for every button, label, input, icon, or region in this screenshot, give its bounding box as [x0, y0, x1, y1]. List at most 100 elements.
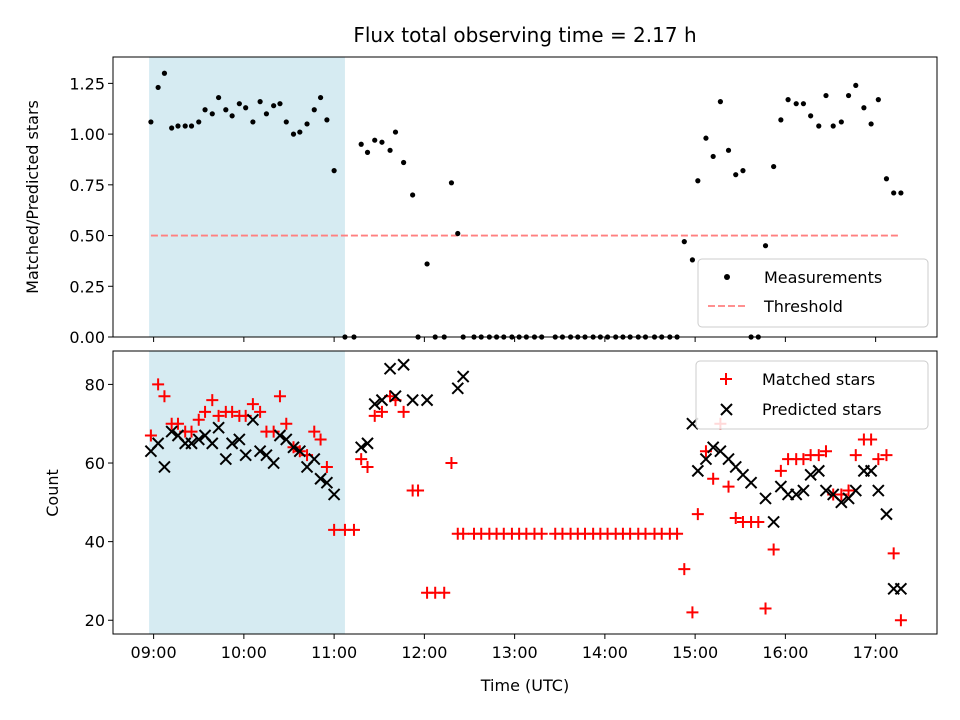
predicted-star-point: [225, 437, 239, 450]
count-frame: [112, 350, 938, 635]
matched-star-point: [158, 390, 171, 403]
predicted-star-point: [744, 476, 758, 489]
predicted-star-point: [192, 433, 205, 446]
count-highlight-band: [149, 351, 345, 634]
predicted-star-point: [894, 582, 908, 596]
measurement-point: [290, 131, 297, 137]
predicted-star-point: [406, 393, 419, 407]
matched-star-point: [355, 453, 368, 466]
predicted-star-point: [293, 445, 307, 458]
measurement-point: [898, 190, 904, 196]
measurement-point: [358, 141, 364, 147]
matched-star-point: [144, 429, 157, 442]
predicted-star-point: [253, 445, 267, 458]
predicted-star-point: [287, 441, 300, 454]
matched-star-point: [267, 425, 280, 438]
predicted-star-point: [699, 452, 713, 466]
predicted-star-point: [368, 397, 381, 411]
measurement-point: [725, 147, 732, 153]
measurement-point: [816, 123, 822, 129]
matched-star-point: [457, 527, 470, 540]
predicted-star-point: [383, 362, 397, 375]
measurement-point: [883, 176, 890, 182]
predicted-star-point: [233, 433, 246, 446]
measurement-point: [387, 147, 393, 153]
threshold-legend-label: Threshold: [763, 297, 843, 316]
measurement-point: [263, 111, 270, 117]
matched-star-point: [686, 606, 699, 619]
measurement-point: [271, 103, 277, 109]
matched-star-point: [152, 378, 165, 391]
measurement-point: [785, 97, 791, 103]
predicted-star-point: [880, 507, 893, 521]
ratio-y-tick-label: 1.25: [69, 74, 105, 93]
predicted-star-point: [158, 460, 171, 474]
predicted-star-point: [327, 488, 341, 501]
matched-star-point: [678, 563, 691, 576]
matched-star-point: [872, 453, 885, 466]
predicted-star-point: [849, 484, 862, 497]
predicted-star-point: [835, 496, 848, 509]
measurement-point: [695, 178, 701, 184]
measurement-point: [717, 99, 723, 105]
predicted-star-point: [361, 437, 374, 450]
measurement-point: [853, 82, 859, 89]
measurement-point: [155, 84, 161, 91]
predicted-star-points: [144, 358, 908, 596]
measurement-point: [830, 123, 836, 129]
matched-star-point: [328, 523, 341, 536]
count-axes: 20 40 60 80 09:00 10:00 11:00 12:00 13:00 14:00 15…: [85, 375, 899, 662]
measurement-point: [861, 105, 867, 111]
predicted-star-point: [212, 421, 225, 434]
measurement-point: [379, 139, 385, 145]
predicted-star-point: [767, 515, 780, 529]
measurement-point: [148, 119, 154, 125]
predicted-star-point: [804, 468, 817, 482]
matched-star-point: [246, 398, 259, 411]
matched-star-point: [535, 527, 548, 540]
matched-legend-marker: [720, 373, 732, 385]
predicted-star-point: [797, 484, 810, 497]
measurement-point: [793, 101, 799, 107]
ratio-axes: 0.00 0.25 0.50 0.75 1.00 1.25: [69, 74, 877, 347]
matched-star-point: [812, 449, 825, 462]
measurement-point: [891, 190, 897, 196]
count-y-tick-label: 40: [85, 533, 105, 552]
x-tick-label: 11:00: [311, 643, 357, 662]
measurement-point: [311, 107, 317, 113]
measurement-point: [229, 113, 235, 119]
measurement-point: [762, 243, 769, 249]
measurement-point: [161, 70, 168, 76]
x-axis-label: Time (UTC): [480, 676, 569, 695]
ratio-y-tick-label: 0.25: [69, 277, 105, 296]
matched-star-point: [314, 433, 327, 446]
predicted-star-point: [789, 488, 803, 501]
measurement-point: [188, 123, 195, 129]
ratio-legend: Measurements Threshold: [697, 258, 929, 328]
measurement-point: [703, 135, 709, 141]
matched-star-point: [368, 409, 381, 422]
measurement-point: [733, 172, 739, 178]
measurement-point: [448, 180, 455, 186]
matched-star-point: [254, 405, 267, 418]
matched-star-point: [722, 480, 735, 493]
predicted-star-point: [451, 382, 464, 395]
matched-star-point: [212, 409, 225, 422]
measurement-point: [401, 159, 407, 166]
matched-star-point: [361, 460, 374, 473]
measurement-point: [771, 163, 777, 170]
ratio-legend-box: [697, 258, 929, 328]
measurement-point: [740, 168, 746, 174]
matched-star-point: [308, 425, 321, 438]
measurements-legend-label: Measurements: [764, 268, 882, 287]
matched-star-point: [445, 457, 458, 470]
x-tick-label: 17:00: [853, 643, 899, 662]
matched-star-point: [759, 602, 772, 615]
measurement-point: [364, 149, 371, 155]
measurement-point: [800, 101, 807, 107]
measurement-point: [392, 129, 399, 135]
predicted-star-point: [273, 429, 287, 442]
x-tick-label: 10:00: [221, 643, 267, 662]
count-y-tick-label: 20: [85, 611, 105, 630]
